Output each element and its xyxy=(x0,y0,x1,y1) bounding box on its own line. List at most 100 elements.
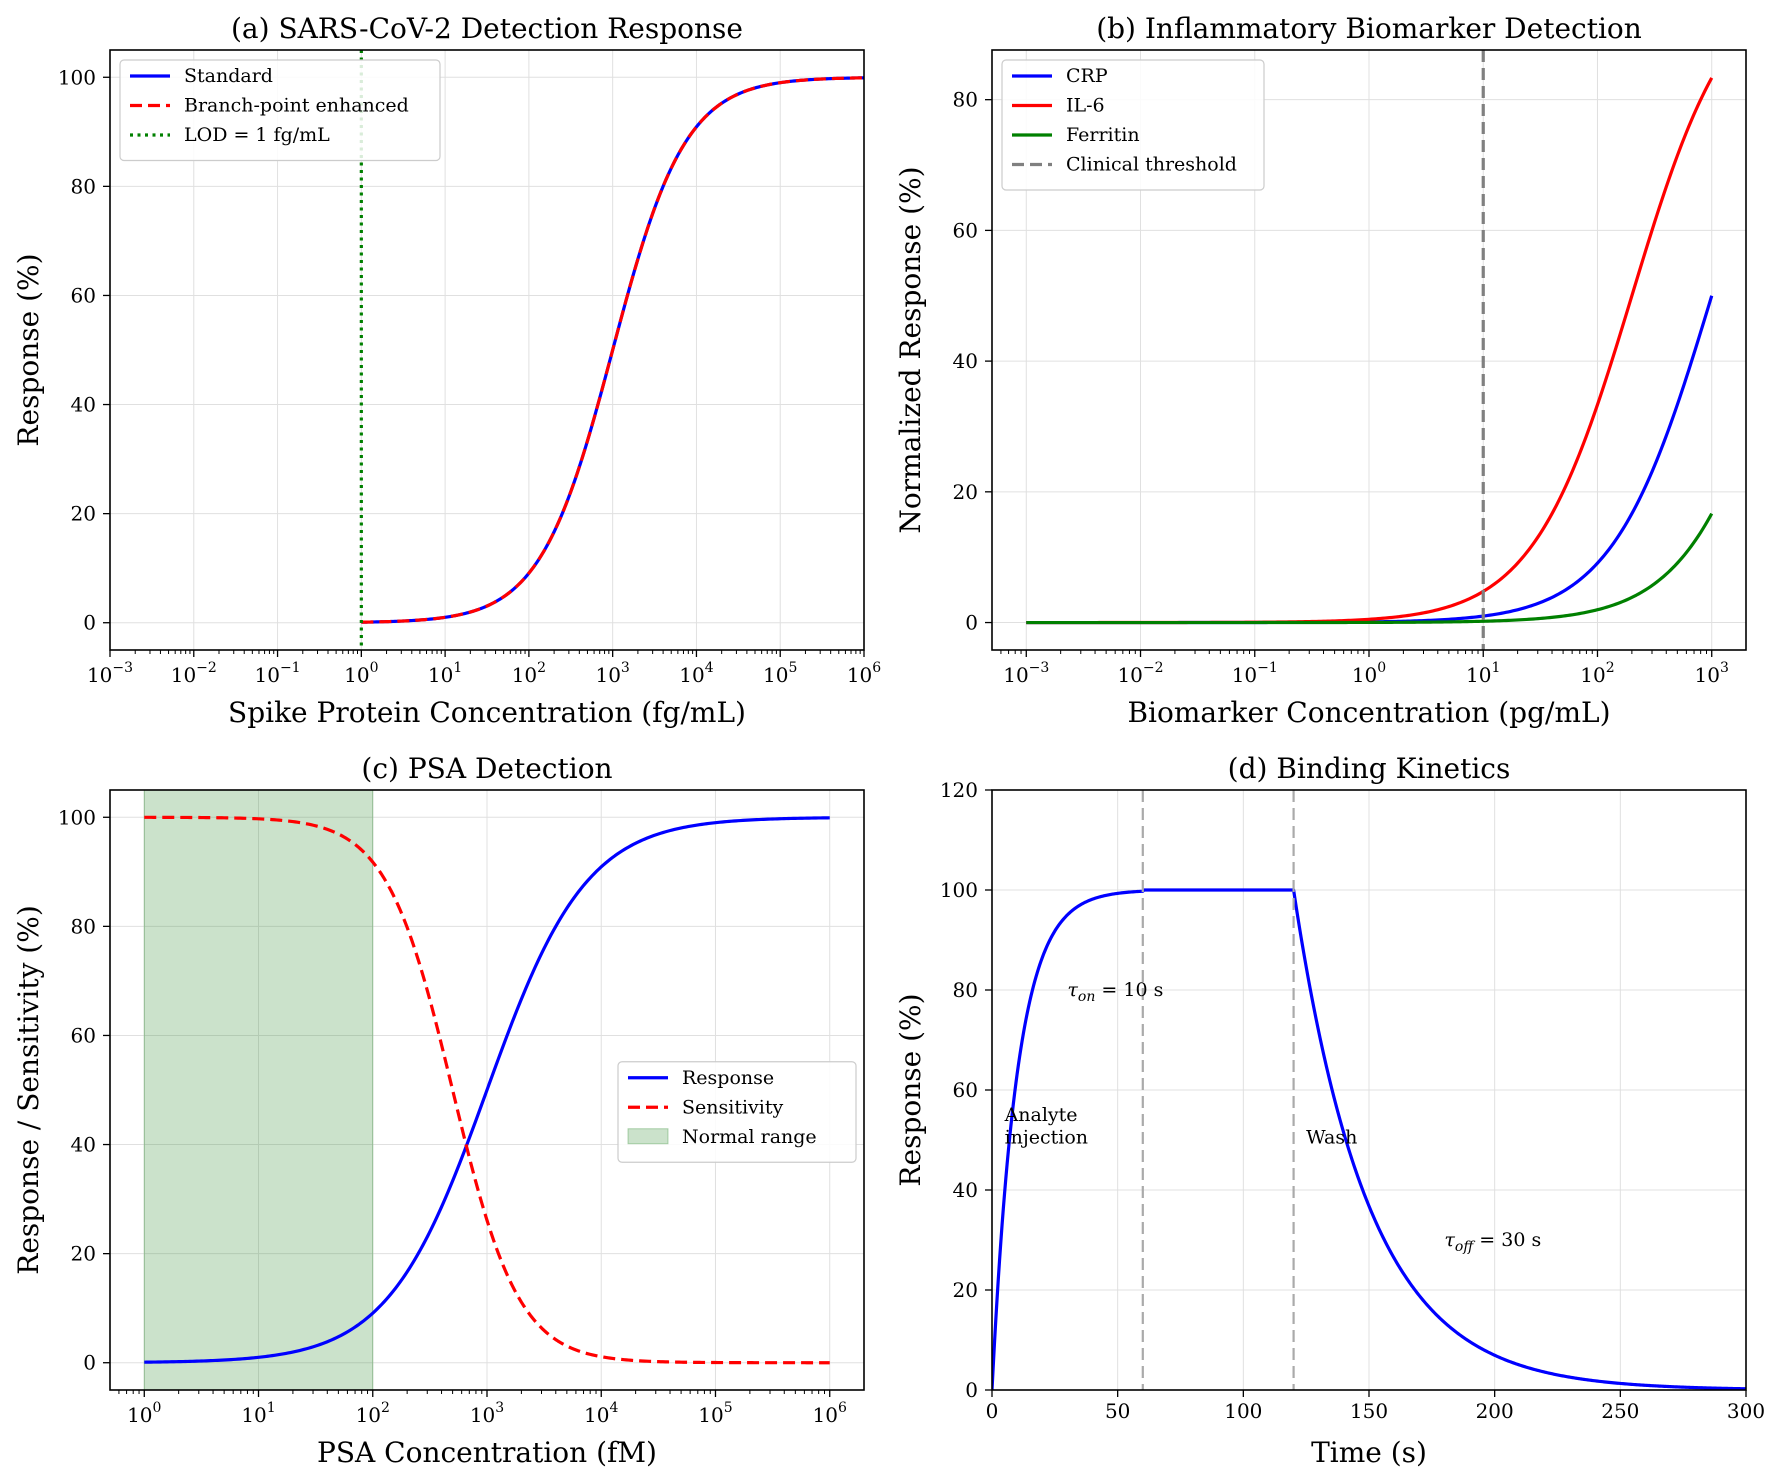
x-tick-label: 0 xyxy=(986,1399,999,1423)
legend-label: Sensitivity xyxy=(682,1096,783,1118)
y-tick-label: 100 xyxy=(940,878,978,902)
y-axis-label: Normalized Response (%) xyxy=(894,166,927,533)
x-tick-label: 103 xyxy=(1695,660,1729,687)
chart-panel-d: 0 50 100 150 200 250 300 0 20 40 60 80 100 120 (d) Bin… xyxy=(894,752,1765,1469)
y-tick-label: 20 xyxy=(953,480,978,504)
x-tick-base: 10 xyxy=(1232,663,1257,687)
x-tick-exponent: 3 xyxy=(495,1400,504,1416)
x-tick-exponent: 2 xyxy=(1606,660,1615,676)
x-tick-exponent: 1 xyxy=(1492,660,1501,676)
x-tick-exponent: −3 xyxy=(1029,660,1050,676)
y-tick-label: 0 xyxy=(965,1378,978,1402)
x-tick-label: 300 xyxy=(1727,1399,1765,1423)
x-tick-label: 105 xyxy=(763,660,797,687)
legend-label: CRP xyxy=(1066,65,1108,87)
x-tick-base: 10 xyxy=(344,663,369,687)
x-tick-exponent: −3 xyxy=(112,660,133,676)
x-tick-base: 10 xyxy=(595,663,620,687)
legend-box xyxy=(1001,59,1265,191)
span-normal-range xyxy=(143,790,374,1390)
series-line-ferritin xyxy=(1026,512,1714,625)
series-line-response xyxy=(992,888,1746,1390)
x-tick-exponent: 3 xyxy=(1720,660,1729,676)
y-tick-label: 80 xyxy=(953,88,978,112)
y-tick-label: 60 xyxy=(71,1023,96,1047)
x-tick-base: 10 xyxy=(679,663,704,687)
x-tick-exponent: 0 xyxy=(370,660,379,676)
x-tick-label: 104 xyxy=(679,660,713,687)
x-tick-base: 10 xyxy=(1352,663,1377,687)
y-tick-label: 40 xyxy=(71,1133,96,1157)
x-tick-base: 10 xyxy=(1695,663,1720,687)
tau-symbol: τ xyxy=(1444,1229,1455,1251)
tau-subscript: on xyxy=(1078,989,1095,1005)
x-tick-exponent: 6 xyxy=(872,660,881,676)
y-tick-label: 80 xyxy=(71,914,96,938)
x-tick-label: 102 xyxy=(1580,660,1614,687)
chart-title: (c) PSA Detection xyxy=(361,752,612,785)
x-tick-label: 106 xyxy=(847,660,881,687)
tau-subscript: off xyxy=(1455,1239,1475,1255)
x-tick-label: 100 xyxy=(344,660,378,687)
annotation-text: Analyte xyxy=(1004,1104,1078,1126)
annotation-value: = 30 s xyxy=(1473,1229,1541,1251)
y-tick-label: 120 xyxy=(940,778,978,802)
x-tick-base: 10 xyxy=(763,663,788,687)
grid xyxy=(109,50,865,650)
grid xyxy=(992,50,1746,650)
x-tick-exponent: −1 xyxy=(280,660,301,676)
x-tick-exponent: 4 xyxy=(610,1400,619,1416)
x-tick-base: 10 xyxy=(512,663,537,687)
x-tick-exponent: 3 xyxy=(621,660,630,676)
x-tick-label: 103 xyxy=(595,660,629,687)
x-tick-label: 10−1 xyxy=(255,660,301,687)
x-axis-label: PSA Concentration (fM) xyxy=(317,1436,657,1469)
x-tick-label: 10−2 xyxy=(171,660,217,687)
plot-area xyxy=(1026,50,1714,650)
y-tick-label: 60 xyxy=(71,283,96,307)
legend: Response Sensitivity Normal range xyxy=(617,1061,857,1163)
chart-title: (b) Inflammatory Biomarker Detection xyxy=(1096,12,1642,45)
x-tick-label: 200 xyxy=(1476,1399,1514,1423)
legend-label: Normal range xyxy=(682,1126,817,1148)
x-tick-label: 10−2 xyxy=(1117,660,1163,687)
x-tick-label: 101 xyxy=(241,1400,275,1427)
x-tick-label: 100 xyxy=(127,1400,161,1427)
x-tick-label: 103 xyxy=(470,1400,504,1427)
x-tick-label: 100 xyxy=(1224,1399,1262,1423)
legend-label: Branch-point enhanced xyxy=(184,95,409,117)
x-tick-exponent: 0 xyxy=(153,1400,162,1416)
y-tick-label: 60 xyxy=(953,218,978,242)
x-tick-label: 101 xyxy=(428,660,462,687)
legend-box xyxy=(617,1061,857,1163)
x-tick-exponent: −1 xyxy=(1257,660,1278,676)
y-tick-label: 100 xyxy=(58,805,96,829)
x-tick-exponent: 1 xyxy=(453,660,462,676)
x-tick-exponent: 2 xyxy=(381,1400,390,1416)
legend-box xyxy=(119,59,441,162)
y-tick-label: 100 xyxy=(58,65,96,89)
annotation-value: = 10 s xyxy=(1095,979,1163,1001)
chart-title: (a) SARS-CoV-2 Detection Response xyxy=(231,12,743,45)
annotation-text: Wash xyxy=(1306,1127,1357,1149)
legend-label: Clinical threshold xyxy=(1066,154,1237,176)
x-tick-exponent: 4 xyxy=(705,660,714,676)
y-tick-label: 80 xyxy=(71,174,96,198)
x-tick-label: 10−3 xyxy=(87,660,133,687)
x-tick-base: 10 xyxy=(1580,663,1605,687)
x-tick-label: 104 xyxy=(584,1400,618,1427)
legend-label: Response xyxy=(682,1067,774,1089)
x-tick-exponent: 0 xyxy=(1377,660,1386,676)
x-tick-exponent: 2 xyxy=(537,660,546,676)
x-tick-base: 10 xyxy=(470,1403,495,1427)
y-tick-label: 80 xyxy=(953,978,978,1002)
annotation-text: τon = 10 s xyxy=(1067,979,1163,1005)
x-tick-exponent: −2 xyxy=(196,660,217,676)
x-tick-label: 106 xyxy=(813,1400,847,1427)
x-tick-base: 10 xyxy=(171,663,196,687)
x-tick-label: 150 xyxy=(1350,1399,1388,1423)
x-tick-base: 10 xyxy=(813,1403,838,1427)
x-tick-exponent: 5 xyxy=(724,1400,733,1416)
y-tick-label: 40 xyxy=(71,393,96,417)
